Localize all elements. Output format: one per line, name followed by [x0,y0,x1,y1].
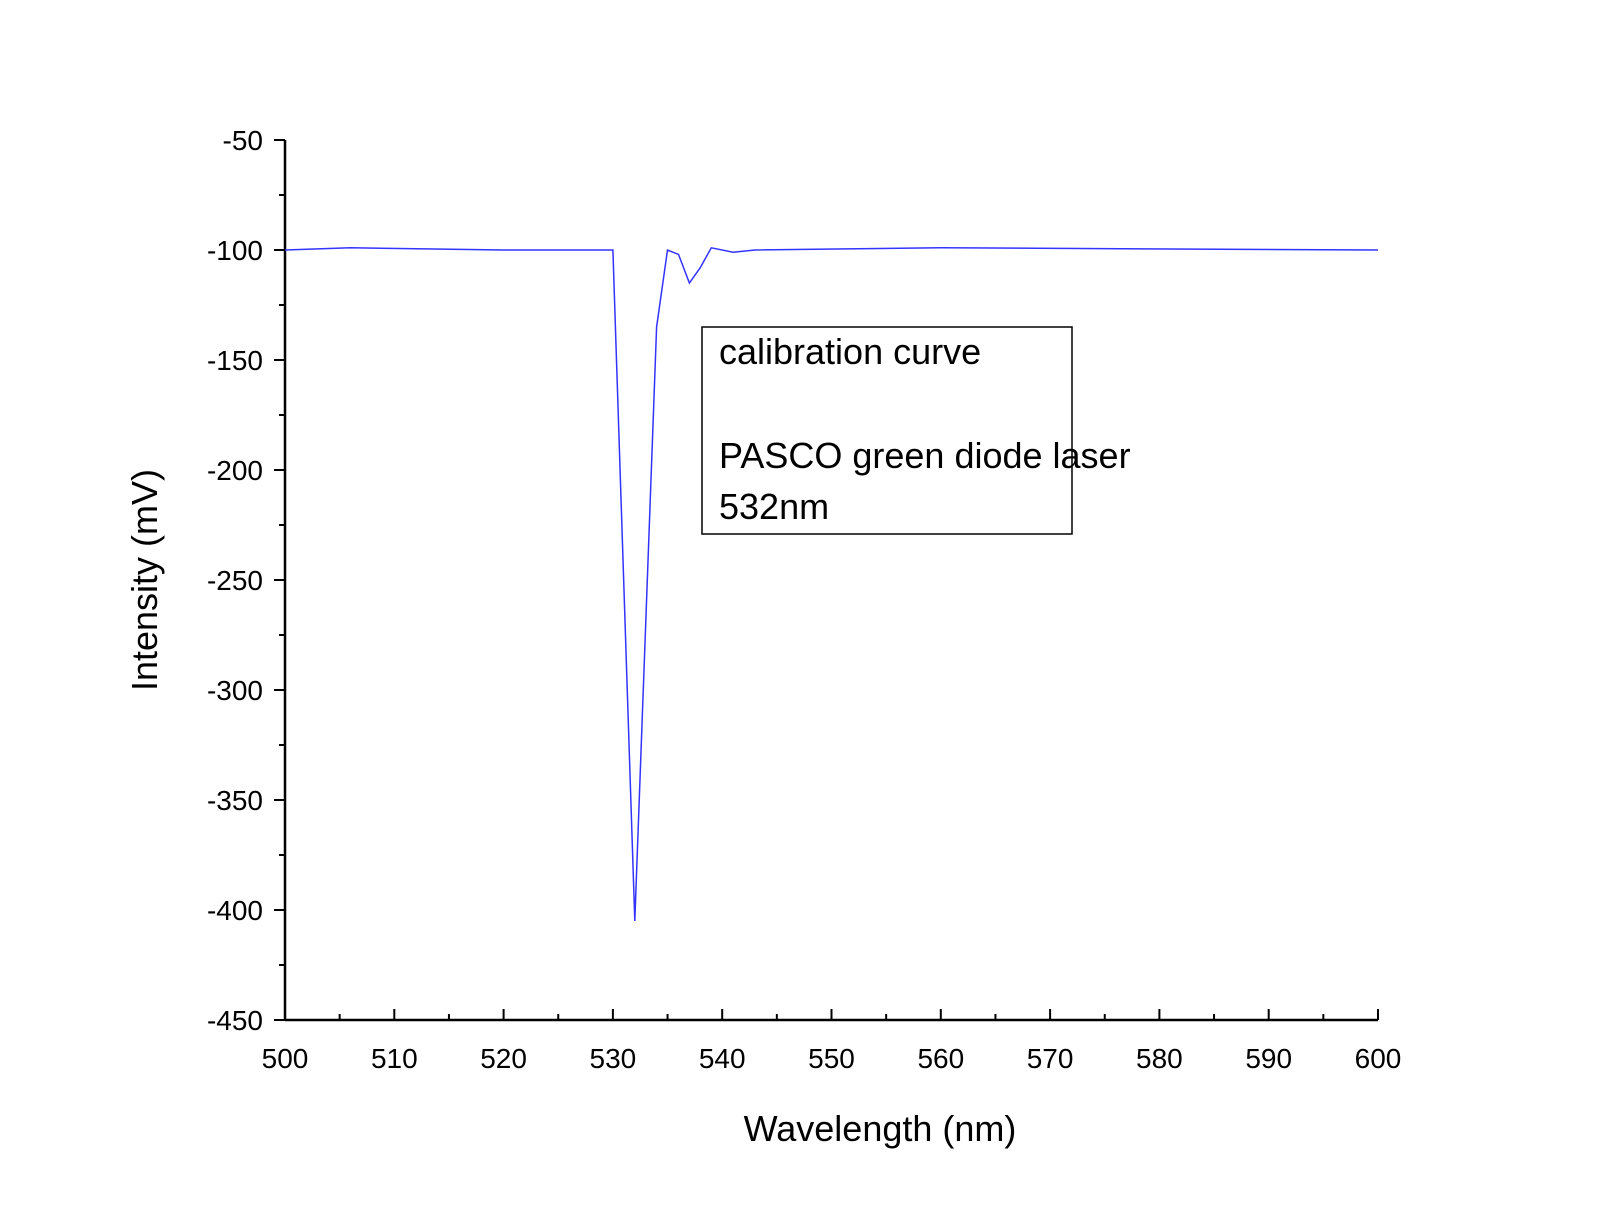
y-tick-label: -350 [207,785,263,816]
annotation-frame [701,326,1073,535]
y-axis-title: Intensity (mV) [124,469,165,691]
y-tick-label: -450 [207,1005,263,1036]
y-tick-label: -200 [207,455,263,486]
y-tick-label: -250 [207,565,263,596]
y-tick-label: -400 [207,895,263,926]
annotation-line-4: 532nm [719,486,829,527]
y-tick-label: -150 [207,345,263,376]
x-tick-label: 560 [917,1043,964,1074]
y-axis-ticks: -50 -100 -150 -200 -250 -300 -350 -400 -450 [207,125,285,1036]
y-tick-label: -300 [207,675,263,706]
series-line [284,246,1379,922]
x-tick-label: 570 [1027,1043,1074,1074]
annotation-box: calibration curve PASCO green diode lase… [701,326,1131,535]
x-tick-label: 550 [808,1043,855,1074]
annotation-line-3: PASCO green diode laser [719,435,1131,476]
x-tick-label: 520 [480,1043,527,1074]
x-tick-label: 600 [1355,1043,1402,1074]
x-tick-label: 540 [699,1043,746,1074]
x-tick-label: 530 [590,1043,637,1074]
x-tick-label: 510 [371,1043,418,1074]
y-tick-label: -100 [207,235,263,266]
x-tick-label: 590 [1245,1043,1292,1074]
annotation-line-1: calibration curve [719,331,981,372]
x-tick-label: 500 [262,1043,309,1074]
x-tick-label: 580 [1136,1043,1183,1074]
series-layer [284,246,1379,922]
x-axis-ticks: 500 510 520 530 540 550 560 570 580 590 600 [262,1009,1402,1074]
x-axis-title: Wavelength (nm) [744,1108,1017,1149]
y-tick-label: -50 [223,125,263,156]
